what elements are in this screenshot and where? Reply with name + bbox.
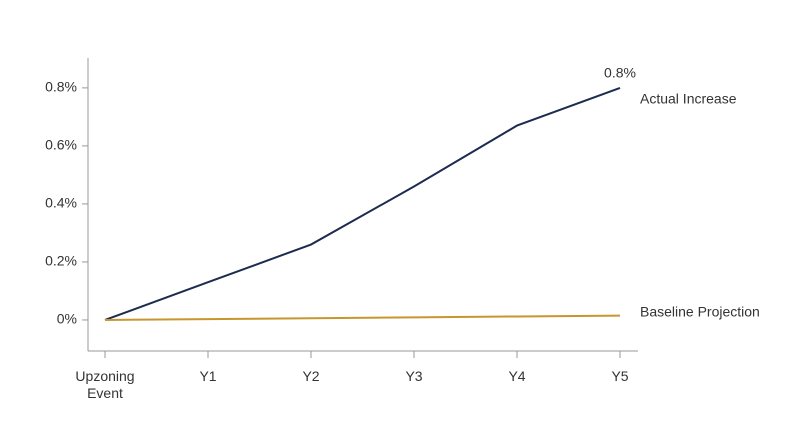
- y-tick-label: 0.4%: [45, 195, 77, 211]
- y-tick-label: 0.8%: [45, 79, 77, 95]
- series-label: Baseline Projection: [640, 303, 760, 319]
- series-line: [104, 314, 621, 321]
- x-tick-label: Y4: [508, 368, 526, 384]
- series-line: [104, 86, 621, 321]
- x-tick-label: Y1: [199, 368, 217, 384]
- x-tick-label: Y5: [611, 368, 629, 384]
- value-label: 0.8%: [604, 65, 636, 81]
- y-tick-label: 0.6%: [45, 137, 77, 153]
- y-tick-label: 0.2%: [45, 253, 77, 269]
- x-tick-label: Upzoning Event: [75, 368, 135, 401]
- x-tick-label: Y3: [405, 368, 423, 384]
- series-label: Actual Increase: [640, 91, 737, 107]
- y-tick-label: 0%: [57, 311, 77, 327]
- x-tick-label: Y2: [302, 368, 320, 384]
